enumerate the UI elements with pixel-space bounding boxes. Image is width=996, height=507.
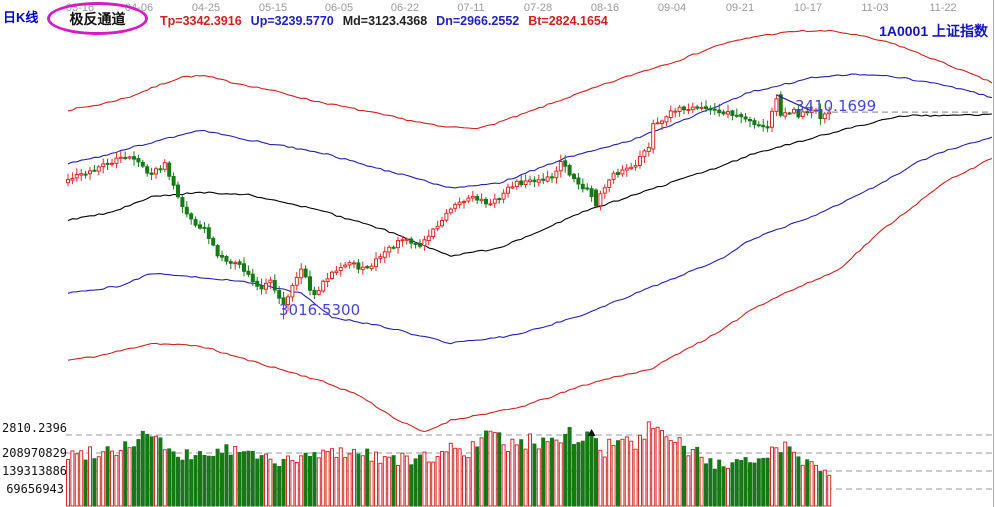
md-value: Md=3123.4368 xyxy=(342,14,428,28)
volume-bars xyxy=(66,421,832,507)
volume-tick-label: 139313886 xyxy=(2,464,68,478)
dn-value: Dn=2966.2552 xyxy=(436,14,520,28)
x-tick-label: 07-11 xyxy=(457,2,485,14)
kline-type-label: 日K线 xyxy=(3,10,39,25)
x-tick-label: 11-22 xyxy=(929,2,957,14)
channel-indicator-badge: 极反通道 xyxy=(47,2,148,35)
low-price-annotation: 3016.5300 xyxy=(279,301,361,319)
symbol-name: 1A0001 上证指数 xyxy=(879,23,988,39)
x-tick-label: 09-04 xyxy=(657,2,687,14)
tp-value: Tp=3342.3916 xyxy=(160,14,242,28)
volume-tick-label: 208970829 xyxy=(2,446,68,460)
candlesticks xyxy=(66,91,832,320)
x-tick-label: 07-28 xyxy=(523,2,553,14)
volume-tick-label: 69656943 xyxy=(6,482,64,496)
bt-value: Bt=2824.1654 xyxy=(528,14,608,28)
x-tick-label: 05-15 xyxy=(258,2,288,14)
x-tick-label: 10-17 xyxy=(793,2,823,14)
volume-peak-marker xyxy=(587,429,596,436)
x-tick-label: 09-21 xyxy=(725,2,755,14)
channel-lines xyxy=(67,29,993,433)
x-tick-label: 06-05 xyxy=(324,2,354,14)
last-price-annotation: 3410.1699 xyxy=(795,97,877,115)
x-tick-label: 08-16 xyxy=(590,2,620,14)
x-tick-label: 04-25 xyxy=(191,2,221,14)
window-right-border xyxy=(993,0,994,507)
channel-indicator-label: 极反通道 xyxy=(69,10,126,27)
chart-annotations xyxy=(587,94,992,436)
x-axis-labels: 03-16 04-06 04-25 05-15 06-05 06-22 07-11 07-28… xyxy=(0,2,996,15)
indicator-values: Tp=3342.3916 Up=3239.5770 Md=3123.4368 D… xyxy=(160,14,608,28)
x-tick-label: 11-03 xyxy=(861,2,889,14)
x-tick-label: 06-22 xyxy=(390,2,420,14)
chart-min-price-label: 2810.2396 xyxy=(2,421,68,435)
up-value: Up=3239.5770 xyxy=(250,14,334,28)
